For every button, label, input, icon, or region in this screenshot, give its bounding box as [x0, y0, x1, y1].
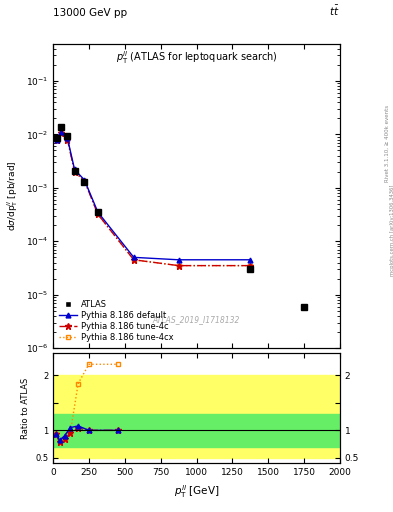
ATLAS: [72, 167, 77, 174]
ATLAS: [59, 124, 64, 131]
Pythia 8.186 default: [82, 177, 87, 183]
ATLAS: [54, 135, 59, 141]
Text: ATLAS_2019_I1718132: ATLAS_2019_I1718132: [153, 315, 240, 324]
Text: Rivet 3.1.10, ≥ 400k events: Rivet 3.1.10, ≥ 400k events: [385, 105, 389, 182]
Pythia 8.186 default: [176, 257, 181, 263]
Text: $p_\mathrm{T}^{ll}$ (ATLAS for leptoquark search): $p_\mathrm{T}^{ll}$ (ATLAS for leptoquar…: [116, 50, 277, 67]
Pythia 8.186 tune-4c: [248, 263, 253, 269]
Pythia 8.186 tune-4c: [95, 211, 100, 217]
Line: Pythia 8.186 tune-4cx: Pythia 8.186 tune-4cx: [54, 131, 253, 268]
Pythia 8.186 default: [72, 166, 77, 173]
Pythia 8.186 tune-4c: [82, 178, 87, 184]
Pythia 8.186 default: [95, 209, 100, 215]
Pythia 8.186 tune-4c: [54, 136, 59, 142]
Y-axis label: Ratio to ATLAS: Ratio to ATLAS: [20, 378, 29, 439]
ATLAS: [95, 209, 100, 215]
Text: 13000 GeV pp: 13000 GeV pp: [53, 8, 127, 18]
Pythia 8.186 tune-4cx: [176, 263, 181, 269]
Y-axis label: d$\sigma$/dp$_\mathrm{T}^{ll}$ [pb/rad]: d$\sigma$/dp$_\mathrm{T}^{ll}$ [pb/rad]: [5, 161, 20, 231]
Pythia 8.186 tune-4c: [59, 130, 64, 136]
Line: ATLAS: ATLAS: [53, 124, 307, 310]
ATLAS: [302, 304, 307, 310]
Pythia 8.186 default: [65, 135, 70, 141]
Pythia 8.186 tune-4cx: [54, 136, 59, 142]
Pythia 8.186 tune-4c: [65, 136, 70, 142]
Pythia 8.186 default: [248, 257, 253, 263]
Pythia 8.186 tune-4cx: [131, 257, 136, 263]
Pythia 8.186 tune-4cx: [95, 211, 100, 217]
Text: mcplots.cern.ch [arXiv:1306.3436]: mcplots.cern.ch [arXiv:1306.3436]: [390, 185, 393, 276]
Text: $t\bar{t}$: $t\bar{t}$: [329, 4, 340, 18]
Pythia 8.186 default: [54, 136, 59, 142]
Pythia 8.186 tune-4c: [176, 263, 181, 269]
ATLAS: [65, 133, 70, 139]
Pythia 8.186 default: [59, 129, 64, 135]
Pythia 8.186 tune-4cx: [65, 136, 70, 142]
ATLAS: [82, 179, 87, 185]
Pythia 8.186 tune-4cx: [248, 263, 253, 269]
X-axis label: $p_\mathrm{T}^{ll}$ [GeV]: $p_\mathrm{T}^{ll}$ [GeV]: [174, 483, 219, 500]
Bar: [53, 375, 340, 458]
Line: Pythia 8.186 default: Pythia 8.186 default: [54, 130, 253, 262]
Pythia 8.186 default: [131, 254, 136, 261]
Legend: ATLAS, Pythia 8.186 default, Pythia 8.186 tune-4c, Pythia 8.186 tune-4cx: ATLAS, Pythia 8.186 default, Pythia 8.18…: [57, 298, 176, 344]
Pythia 8.186 tune-4c: [131, 257, 136, 263]
Pythia 8.186 tune-4cx: [72, 168, 77, 175]
Line: Pythia 8.186 tune-4c: Pythia 8.186 tune-4c: [53, 130, 254, 269]
ATLAS: [248, 266, 253, 272]
Bar: [53, 414, 340, 447]
Pythia 8.186 tune-4cx: [82, 178, 87, 184]
Pythia 8.186 tune-4c: [72, 168, 77, 175]
Pythia 8.186 tune-4cx: [59, 130, 64, 136]
